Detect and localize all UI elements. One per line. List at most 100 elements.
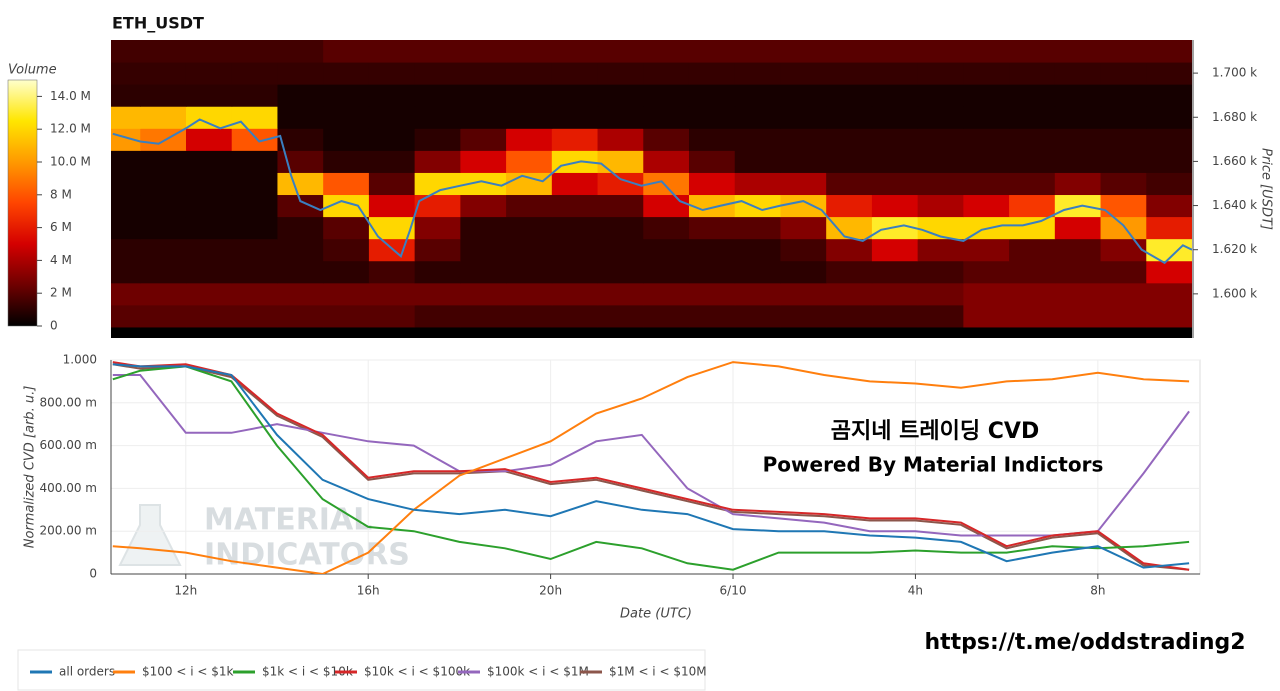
heatmap-cell bbox=[597, 84, 644, 107]
heatmap-cell bbox=[368, 62, 416, 85]
heatmap-cell bbox=[185, 40, 233, 63]
heatmap-cell bbox=[460, 106, 507, 129]
heatmap-cell bbox=[1100, 106, 1147, 129]
heatmap-cell bbox=[368, 238, 416, 262]
heatmap-cell bbox=[871, 106, 919, 129]
heatmap-cell bbox=[643, 216, 690, 240]
heatmap-cell bbox=[826, 172, 873, 196]
heatmap-cell bbox=[277, 216, 324, 240]
heatmap-cell bbox=[643, 282, 690, 306]
heatmap-cell bbox=[551, 84, 599, 107]
chart-root: ETH_USDT 1.600 k 1.620 k 1.640 k 1.660 k 1.68… bbox=[7, 14, 1274, 691]
heatmap-cell bbox=[414, 260, 461, 284]
y-tick-label: 400.00 m bbox=[40, 481, 98, 495]
heatmap-cell bbox=[780, 260, 827, 284]
heatmap-cell bbox=[277, 238, 324, 262]
heatmap-cell bbox=[551, 260, 599, 284]
heatmap-cell bbox=[1009, 84, 1056, 107]
heatmap bbox=[111, 40, 1192, 338]
heatmap-cell bbox=[1009, 238, 1056, 262]
heatmap-cell bbox=[460, 216, 507, 240]
heatmap-cell bbox=[1146, 106, 1192, 129]
heatmap-cell bbox=[140, 216, 187, 240]
heatmap-cell bbox=[597, 260, 644, 284]
heatmap-cell bbox=[551, 194, 599, 218]
heatmap-cell bbox=[414, 128, 461, 151]
heatmap-cell bbox=[277, 40, 324, 63]
heatmap-cell bbox=[111, 106, 141, 129]
x-tick-label: 16h bbox=[357, 584, 380, 598]
heatmap-cell bbox=[1054, 304, 1102, 328]
heatmap-cell bbox=[551, 62, 599, 85]
colorbar-tick-label: 10.0 M bbox=[50, 155, 91, 169]
colorbar-tick-label: 12.0 M bbox=[50, 122, 91, 136]
heatmap-cell bbox=[734, 128, 781, 151]
heatmap-cell bbox=[506, 216, 553, 240]
chart-title: ETH_USDT bbox=[112, 14, 204, 33]
heatmap-cell bbox=[643, 106, 690, 129]
heatmap-cell bbox=[185, 216, 233, 240]
heatmap-cell bbox=[185, 106, 233, 129]
heatmap-cell bbox=[368, 194, 416, 218]
heatmap-cell bbox=[368, 40, 416, 63]
y-tick-label: 0 bbox=[89, 567, 97, 581]
y2-tick-label: 1.700 k bbox=[1212, 66, 1257, 80]
watermark: MATERIAL bbox=[204, 503, 372, 538]
y2-tick-label: 1.640 k bbox=[1212, 198, 1257, 212]
heatmap-cell bbox=[1100, 128, 1147, 151]
heatmap-cell bbox=[1009, 128, 1056, 151]
heatmap-cell bbox=[111, 282, 141, 306]
heatmap-cell bbox=[1054, 150, 1102, 173]
heatmap-cell bbox=[963, 40, 1010, 63]
heatmap-cell bbox=[734, 40, 781, 63]
heatmap-cell bbox=[323, 84, 370, 107]
heatmap-cell bbox=[643, 172, 690, 196]
y-tick-label: 600.00 m bbox=[40, 438, 98, 452]
heatmap-cell bbox=[917, 194, 964, 218]
heatmap-cell bbox=[506, 84, 553, 107]
heatmap-cell bbox=[414, 238, 461, 262]
heatmap-cell bbox=[231, 84, 278, 107]
heatmap-cell bbox=[1009, 282, 1056, 306]
heatmap-cell bbox=[1100, 260, 1147, 284]
heatmap-cell bbox=[1100, 194, 1147, 218]
heatmap-cell bbox=[231, 106, 278, 129]
heatmap-cell bbox=[1146, 40, 1192, 63]
heatmap-cell bbox=[506, 106, 553, 129]
heatmap-cell bbox=[185, 84, 233, 107]
heatmap-cell bbox=[140, 62, 187, 85]
legend-label: $10k < i < $100k bbox=[364, 665, 470, 679]
heatmap-cell bbox=[917, 40, 964, 63]
heatmap-cell bbox=[826, 40, 873, 63]
heatmap-cell bbox=[111, 260, 141, 284]
heatmap-cell bbox=[414, 216, 461, 240]
heatmap-cell bbox=[460, 304, 507, 328]
heatmap-cell bbox=[460, 260, 507, 284]
heatmap-cell bbox=[780, 84, 827, 107]
heatmap-cell bbox=[140, 172, 187, 196]
heatmap-cell bbox=[826, 106, 873, 129]
heatmap-cell bbox=[1054, 84, 1102, 107]
heatmap-cell bbox=[871, 304, 919, 328]
colorbar-tick-label: 6 M bbox=[50, 220, 72, 234]
heatmap-cell bbox=[323, 106, 370, 129]
heatmap-cell bbox=[368, 150, 416, 173]
heatmap-cell bbox=[1146, 216, 1192, 240]
heatmap-cell bbox=[111, 84, 141, 107]
heatmap-cell bbox=[1100, 62, 1147, 85]
heatmap-cell bbox=[1100, 216, 1147, 240]
y2-axis-title: Price [USDT] bbox=[1259, 148, 1274, 230]
heatmap-cell bbox=[185, 150, 233, 173]
y-tick-label: 200.00 m bbox=[40, 524, 98, 538]
heatmap-cell bbox=[414, 106, 461, 129]
heatmap-cell bbox=[1100, 304, 1147, 328]
heatmap-cell bbox=[780, 62, 827, 85]
heatmap-cell bbox=[506, 172, 553, 196]
heatmap-cell bbox=[1009, 194, 1056, 218]
heatmap-cell bbox=[506, 62, 553, 85]
colorbar-tick-label: 8 M bbox=[50, 187, 72, 201]
y-tick-label: 1.000 bbox=[63, 353, 97, 367]
heatmap-cell bbox=[917, 216, 964, 240]
heatmap-cell bbox=[1100, 150, 1147, 173]
